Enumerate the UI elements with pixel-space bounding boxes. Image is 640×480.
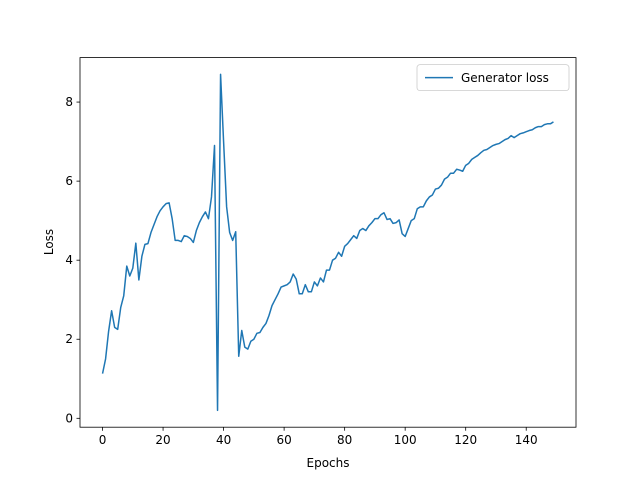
x-tick-label: 120 <box>454 433 477 447</box>
x-axis-label: Epochs <box>307 456 350 470</box>
legend-box <box>416 64 570 91</box>
y-tick-label: 0 <box>65 411 73 425</box>
x-tick-label: 40 <box>216 433 231 447</box>
y-tick-label: 8 <box>65 95 73 109</box>
x-tick-label: 100 <box>394 433 417 447</box>
x-tick-label: 60 <box>276 433 291 447</box>
line <box>101 73 554 412</box>
y-tick-label: 6 <box>65 174 73 188</box>
y-axis-label: Loss <box>42 229 56 255</box>
legend-label: Generator loss <box>461 71 549 85</box>
x-tick-label: 20 <box>155 433 170 447</box>
y-tick-label: 4 <box>65 253 73 267</box>
axes-frame <box>79 57 577 428</box>
x-tick-label: 80 <box>337 433 352 447</box>
x-tick-label: 0 <box>99 433 107 447</box>
y-tick-label: 2 <box>65 332 73 346</box>
x-tick-label: 140 <box>515 433 538 447</box>
